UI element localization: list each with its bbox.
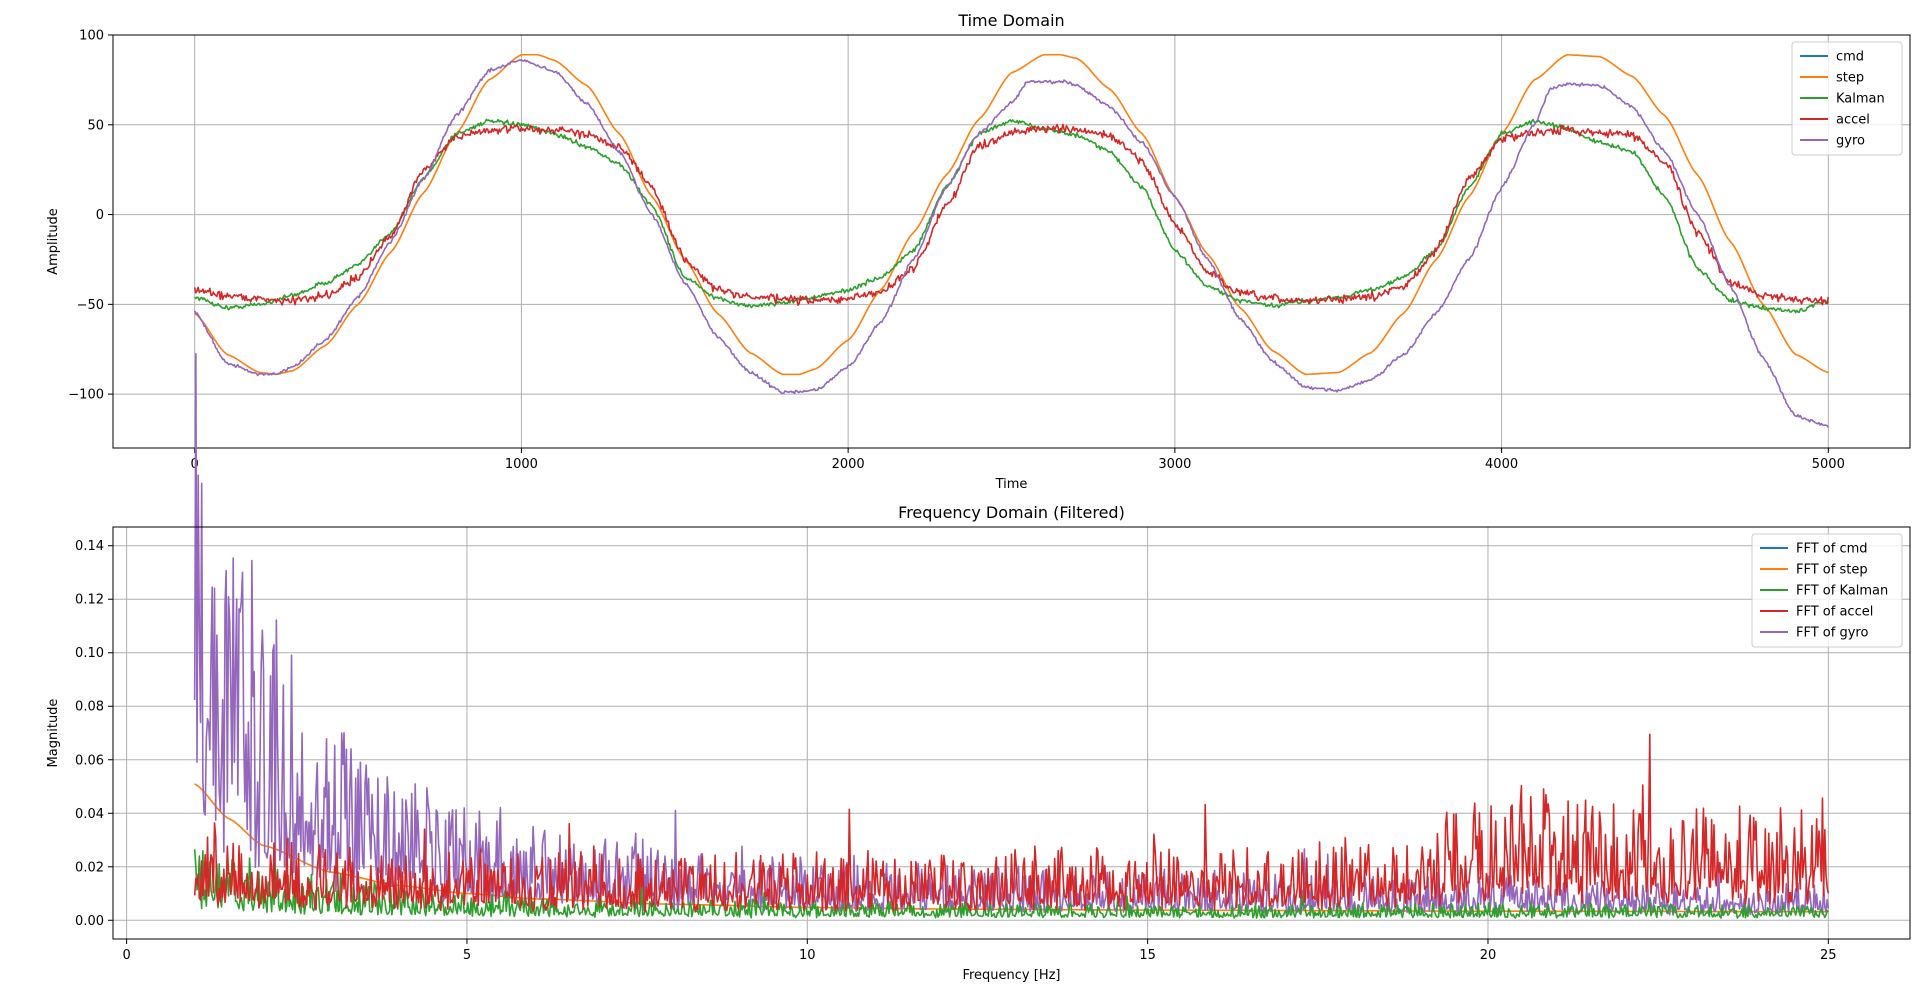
legend-label: cmd [1836,50,1864,65]
x-tick-label: 10 [799,948,816,963]
x-tick-label: 3000 [1158,457,1191,472]
frequency-domain-legend: FFT of cmd FFT of step FFT of Kalman FFT of… [1752,534,1902,647]
y-tick-label: −100 [68,388,104,403]
x-tick-label: 4000 [1485,457,1518,472]
legend-label: FFT of accel [1796,605,1873,620]
x-tick-label: 15 [1139,948,1156,963]
y-tick-label: 0.08 [75,700,104,715]
legend-label: Kalman [1836,92,1885,107]
time-domain-y-label: Amplitude [46,208,61,275]
y-tick-label: 0.02 [75,860,104,875]
legend-label: FFT of gyro [1796,626,1868,641]
x-tick-label: 1000 [505,457,538,472]
y-tick-label: 0.06 [75,753,104,768]
frequency-domain-x-label: Frequency [Hz] [962,968,1060,983]
y-tick-label: 0.04 [75,807,104,822]
frequency-domain-y-label: Magnitude [46,699,61,768]
legend-label: FFT of step [1796,563,1868,578]
x-tick-label: 5 [463,948,471,963]
time-domain-legend: cmd step Kalman accel gyro [1792,42,1902,155]
y-tick-label: 50 [87,118,104,133]
x-tick-label: 2000 [832,457,865,472]
y-tick-label: 0.14 [75,539,104,554]
x-tick-label: 5000 [1812,457,1845,472]
legend-label: FFT of cmd [1796,542,1868,557]
time-domain-x-label: Time [995,477,1028,492]
y-tick-label: 100 [79,29,104,44]
x-tick-label: 20 [1480,948,1497,963]
legend-label: FFT of Kalman [1796,584,1888,599]
time-domain-title: Time Domain [957,11,1064,30]
y-tick-label: 0.10 [75,646,104,661]
y-tick-label: 0 [96,208,104,223]
x-tick-label: 25 [1820,948,1837,963]
y-tick-label: 0.00 [75,914,104,929]
legend-label: step [1836,71,1864,86]
y-tick-label: 0.12 [75,593,104,608]
legend-label: accel [1836,113,1870,128]
x-tick-label: 0 [122,948,130,963]
frequency-domain-title: Frequency Domain (Filtered) [898,503,1125,522]
y-tick-label: −50 [77,298,104,313]
legend-label: gyro [1836,134,1865,149]
